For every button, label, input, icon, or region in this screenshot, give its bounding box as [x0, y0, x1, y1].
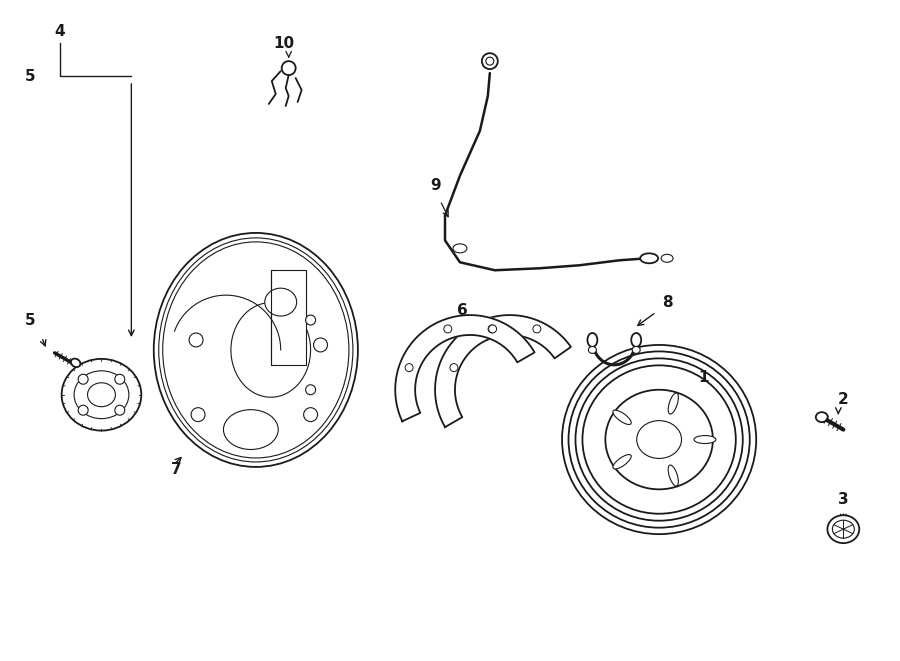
Ellipse shape: [632, 346, 640, 354]
Ellipse shape: [582, 366, 736, 514]
Ellipse shape: [668, 393, 679, 414]
Circle shape: [306, 315, 316, 325]
Circle shape: [115, 405, 125, 415]
Circle shape: [306, 385, 316, 395]
Text: 1: 1: [698, 370, 709, 385]
Ellipse shape: [668, 465, 679, 486]
Ellipse shape: [158, 238, 353, 462]
Circle shape: [189, 333, 203, 347]
Ellipse shape: [238, 316, 293, 374]
Text: 5: 5: [24, 313, 35, 328]
Text: 10: 10: [273, 36, 294, 51]
Circle shape: [78, 405, 88, 415]
Circle shape: [444, 325, 452, 333]
Circle shape: [115, 374, 125, 384]
Text: 2: 2: [838, 392, 849, 407]
Ellipse shape: [223, 410, 278, 449]
Ellipse shape: [613, 410, 631, 424]
Text: 6: 6: [456, 303, 467, 317]
Circle shape: [489, 325, 497, 333]
Ellipse shape: [631, 333, 641, 347]
Ellipse shape: [613, 455, 631, 469]
Text: 7: 7: [171, 462, 182, 477]
Ellipse shape: [569, 352, 750, 527]
Text: 4: 4: [54, 24, 65, 39]
Ellipse shape: [61, 359, 141, 430]
Ellipse shape: [154, 233, 358, 467]
Ellipse shape: [589, 346, 597, 354]
Circle shape: [191, 408, 205, 422]
Ellipse shape: [87, 383, 115, 407]
Circle shape: [303, 408, 318, 422]
Bar: [271, 270, 306, 365]
Circle shape: [488, 325, 496, 333]
Ellipse shape: [694, 436, 716, 444]
Ellipse shape: [265, 288, 297, 316]
Ellipse shape: [606, 390, 713, 489]
Circle shape: [313, 338, 328, 352]
Circle shape: [486, 57, 494, 65]
Ellipse shape: [74, 371, 129, 418]
Polygon shape: [395, 315, 535, 421]
Polygon shape: [435, 315, 571, 427]
Ellipse shape: [815, 412, 828, 422]
Circle shape: [405, 364, 413, 371]
Circle shape: [282, 61, 296, 75]
Ellipse shape: [453, 244, 467, 253]
Ellipse shape: [163, 242, 349, 458]
Ellipse shape: [636, 420, 681, 459]
Text: 8: 8: [662, 295, 672, 309]
Ellipse shape: [575, 358, 742, 521]
Circle shape: [78, 374, 88, 384]
Ellipse shape: [588, 333, 598, 347]
Ellipse shape: [832, 520, 854, 538]
Ellipse shape: [231, 303, 310, 397]
Ellipse shape: [640, 253, 658, 263]
Ellipse shape: [562, 345, 756, 534]
Ellipse shape: [662, 254, 673, 262]
Ellipse shape: [71, 359, 80, 367]
Text: 9: 9: [430, 178, 440, 193]
Text: 5: 5: [24, 69, 35, 83]
Circle shape: [482, 53, 498, 69]
Circle shape: [450, 364, 458, 371]
Circle shape: [533, 325, 541, 333]
Text: 3: 3: [838, 492, 849, 507]
Ellipse shape: [827, 515, 860, 543]
